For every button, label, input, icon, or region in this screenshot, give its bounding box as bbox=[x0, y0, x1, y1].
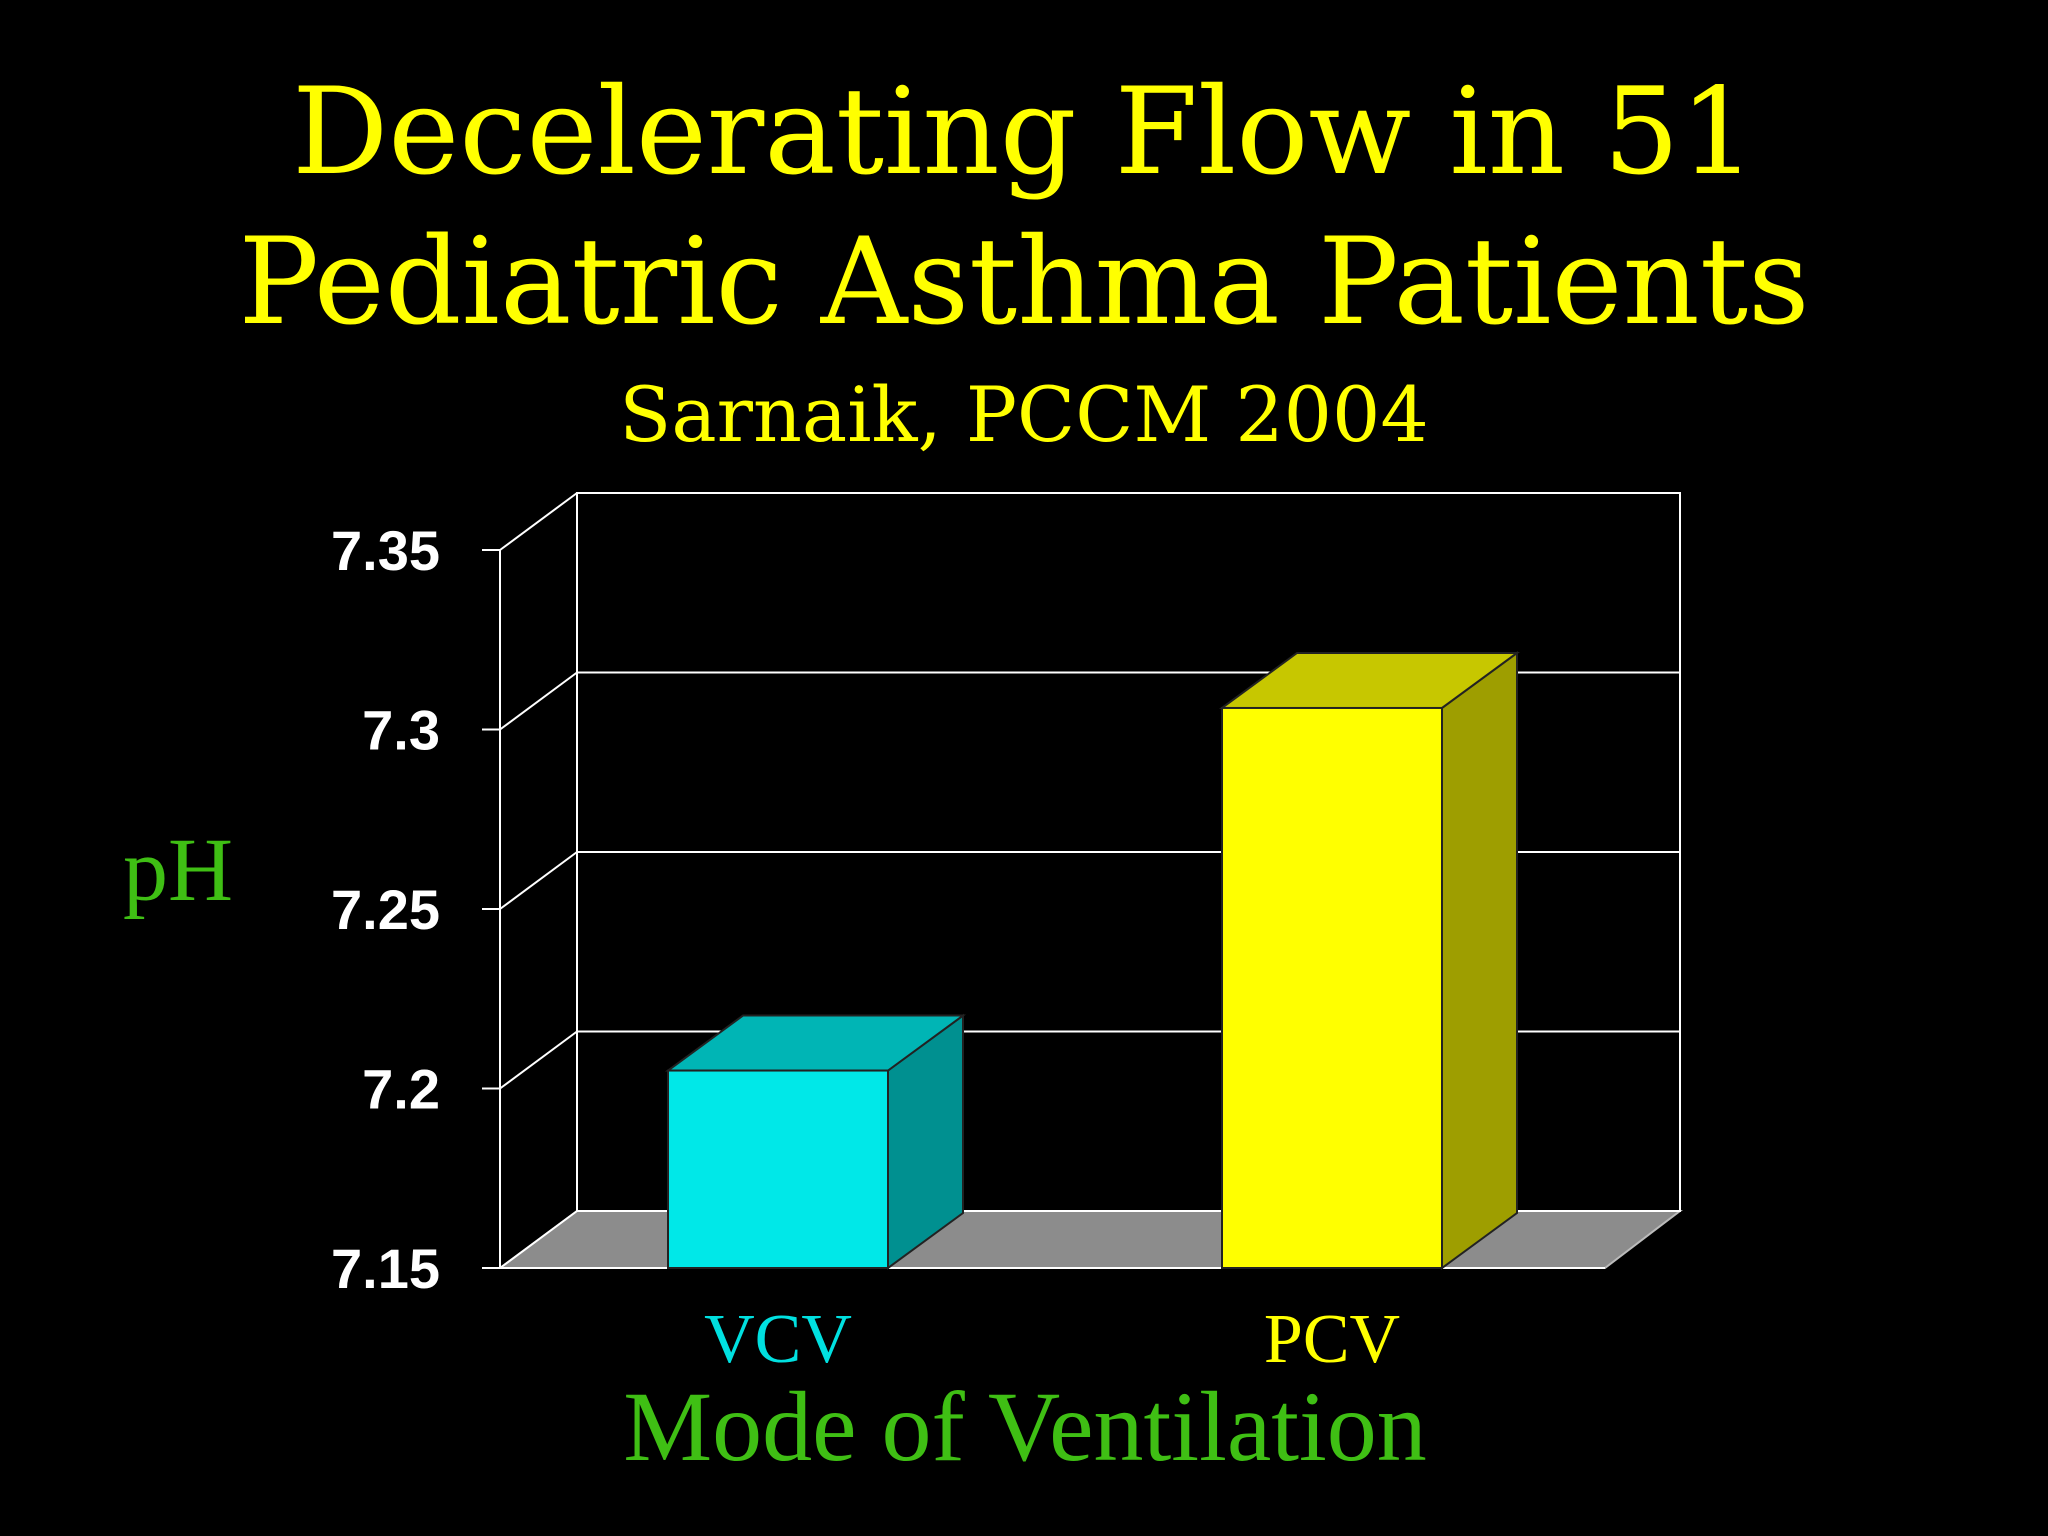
y-tick-label: 7.25 bbox=[331, 878, 440, 941]
y-tick-labels: 7.15 7.2 7.25 7.3 7.35 bbox=[331, 519, 440, 1300]
slide-title-line2: Pediatric Asthma Patients bbox=[238, 213, 1810, 352]
y-axis-title: pH bbox=[123, 821, 233, 920]
bar-side-face bbox=[1441, 650, 1518, 1270]
slide-subtitle: Sarnaik, PCCM 2004 bbox=[619, 370, 1429, 459]
y-tick-label: 7.35 bbox=[331, 519, 440, 582]
gridline-side bbox=[499, 851, 578, 910]
slide-title-line1: Decelerating Flow in 51 bbox=[292, 63, 1756, 202]
bar-vcv bbox=[664, 1013, 967, 1270]
x-category-label: PCV bbox=[1264, 1301, 1400, 1378]
y-tick-label: 7.2 bbox=[362, 1058, 440, 1121]
bar-front-face bbox=[667, 1069, 889, 1270]
y-tick-label: 7.3 bbox=[362, 699, 440, 762]
gridline-side bbox=[499, 1030, 578, 1090]
gridline-side bbox=[499, 492, 578, 551]
x-axis-title: Mode of Ventilation bbox=[623, 1371, 1427, 1482]
gridline-side bbox=[499, 671, 578, 731]
bar-front-face bbox=[1221, 706, 1443, 1269]
x-category-labels: VCV PCV bbox=[704, 1301, 1400, 1378]
bars bbox=[664, 650, 1521, 1270]
y-tick-label: 7.15 bbox=[331, 1237, 440, 1300]
x-category-label: VCV bbox=[704, 1301, 852, 1378]
gridline-side bbox=[499, 1210, 578, 1269]
bar-pcv bbox=[1218, 650, 1521, 1270]
